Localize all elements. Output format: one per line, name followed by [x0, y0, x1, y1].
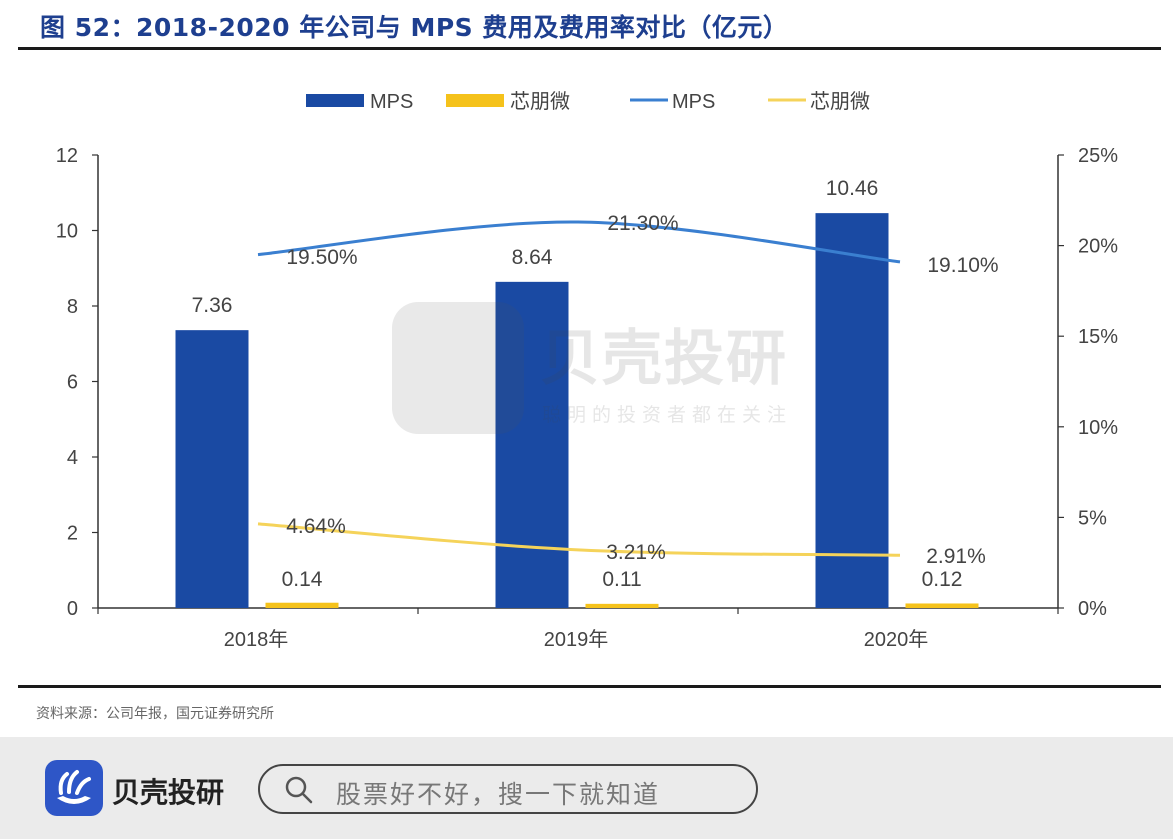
data-labels: 7.36 8.64 10.46 0.14 0.11 0.12 19.50% 21.30% 19.… [192, 177, 999, 591]
bar-label-mps: 7.36 [192, 294, 233, 317]
top-rule [18, 47, 1161, 50]
legend-label: MPS [672, 91, 715, 113]
footer-bar: 贝壳投研 股票好不好，搜一下就知道 [0, 737, 1173, 839]
bottom-rule [18, 685, 1161, 688]
bar-xinpengwei [905, 603, 979, 608]
bar-label-mps: 10.46 [826, 177, 879, 200]
y-right-tick-label: 25% [1078, 145, 1118, 167]
bar-mps [815, 213, 889, 608]
search-icon [285, 776, 313, 804]
x-tick-label: 2019年 [544, 628, 609, 651]
x-tick-label: 2018年 [224, 628, 289, 651]
legend-label: MPS [370, 91, 413, 113]
brand-name[interactable]: 贝壳投研 [112, 776, 225, 809]
y-left-tick-label: 2 [67, 523, 78, 545]
lines [257, 220, 901, 557]
bar-label-xinpengwei: 0.11 [602, 568, 641, 591]
y-right-tick-label: 5% [1078, 507, 1107, 529]
y-right-tick-label: 10% [1078, 417, 1118, 439]
y-left-tick-label: 4 [67, 447, 78, 469]
y-right-tick-label: 0% [1078, 598, 1107, 620]
bar-label-mps: 8.64 [512, 246, 553, 269]
x-tick-label: 2020年 [864, 628, 929, 651]
legend-swatch-mps-bar [306, 94, 364, 107]
line-label-xinpengwei: 2.91% [926, 545, 986, 568]
bars [175, 213, 979, 608]
bar-mps [175, 330, 249, 608]
axes: 0 2 4 6 8 10 12 0% 5% 10% 15% 20% 25% 2018年 2019年 2020年 [56, 145, 1118, 651]
bar-mps [495, 281, 569, 608]
line-label-mps: 21.30% [607, 212, 678, 235]
bar-label-xinpengwei: 0.14 [282, 568, 323, 591]
search-placeholder: 股票好不好，搜一下就知道 [336, 780, 661, 809]
line-label-mps: 19.50% [286, 246, 357, 269]
source-note: 资料来源：公司年报，国元证券研究所 [36, 706, 274, 722]
brand-logo-icon[interactable] [45, 760, 103, 816]
y-right-tick-label: 15% [1078, 326, 1118, 348]
line-label-xinpengwei: 3.21% [606, 541, 666, 564]
legend-swatch-xinpengwei-bar [446, 94, 504, 107]
line-label-xinpengwei: 4.64% [286, 515, 346, 538]
y-left-tick-label: 6 [67, 372, 78, 394]
y-left-tick-label: 12 [56, 145, 78, 167]
line-xinpengwei [257, 522, 901, 557]
line-mps [257, 220, 901, 264]
legend-label: 芯朋微 [810, 90, 870, 113]
y-right-tick-label: 20% [1078, 236, 1118, 258]
search-input[interactable]: 股票好不好，搜一下就知道 [258, 764, 758, 814]
y-left-tick-label: 8 [67, 296, 78, 318]
line-label-mps: 19.10% [927, 254, 998, 277]
y-left-tick-label: 10 [56, 221, 78, 243]
y-left-tick-label: 0 [67, 598, 78, 620]
bar-xinpengwei [585, 603, 659, 608]
bar-label-xinpengwei: 0.12 [922, 568, 963, 591]
legend-label: 芯朋微 [510, 90, 570, 113]
bar-xinpengwei [265, 602, 339, 608]
figure-title: 图 52：2018-2020 年公司与 MPS 费用及费用率对比（亿元） [40, 13, 789, 42]
combo-chart: MPS 芯朋微 MPS 芯朋微 0 2 4 6 8 10 12 0% 5% 10% 15% 20% 25% 20… [56, 90, 1118, 651]
legend: MPS 芯朋微 MPS 芯朋微 [306, 90, 870, 113]
